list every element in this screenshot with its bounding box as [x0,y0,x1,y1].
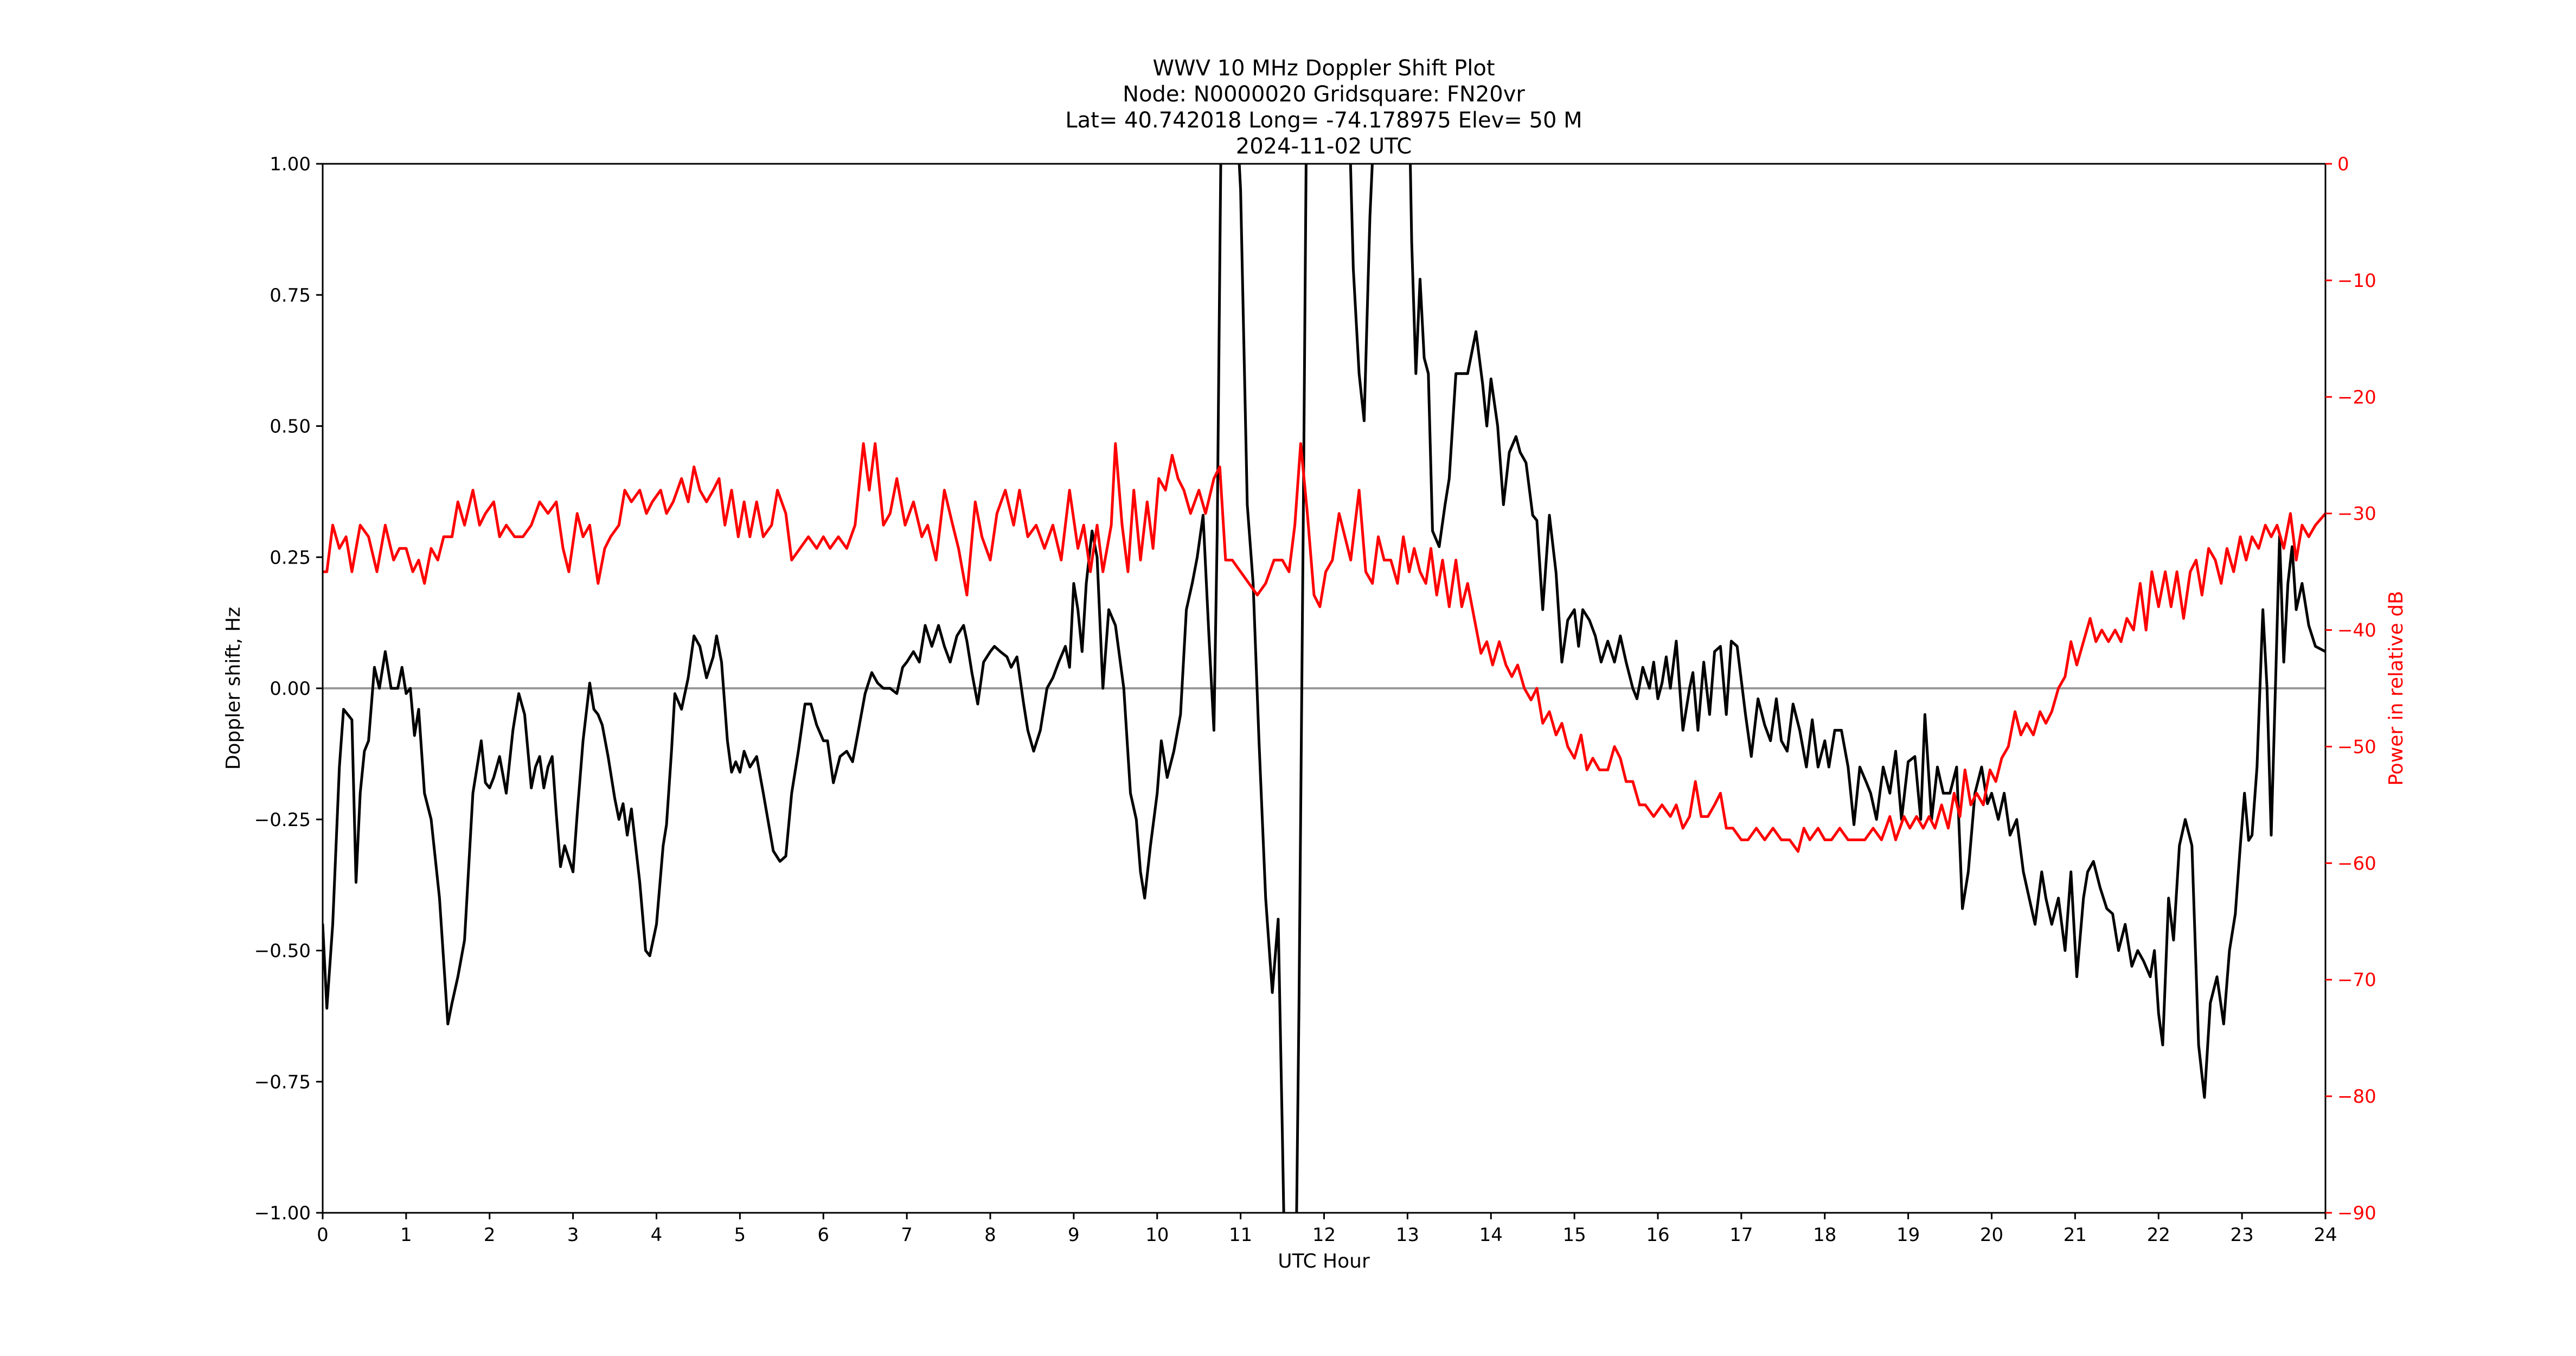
y-axis-left: 1.00 0.75 0.50 0.25 0.00 −0.25 −0.50 −0.75 −1.00 [254,153,323,1224]
title-line-3: Lat= 40.742018 Long= -74.178975 Elev= 50… [1065,108,1582,133]
y-tick-label: −0.75 [254,1071,311,1093]
x-tick-label: 13 [1396,1224,1419,1246]
x-tick-label: 8 [984,1224,996,1246]
title-line-2: Node: N0000020 Gridsquare: FN20vr [1123,82,1525,107]
chart-title: WWV 10 MHz Doppler Shift Plot Node: N000… [1065,56,1582,159]
y2-tick-label: −70 [2337,969,2376,991]
x-tick-label: 17 [1729,1224,1753,1246]
y-tick-label: −0.50 [254,941,311,962]
y2-tick-label: −10 [2337,270,2376,292]
power-series-line [323,442,2325,853]
x-tick-label: 14 [1479,1224,1503,1246]
x-tick-label: 6 [817,1224,829,1246]
y-axis-label: Doppler shift, Hz [222,607,245,770]
x-tick-label: 3 [567,1224,579,1246]
x-tick-label: 12 [1312,1224,1336,1246]
y-tick-label: 0.75 [270,285,311,306]
doppler-series-line [323,164,2325,1213]
y2-tick-label: −30 [2337,503,2376,525]
x-tick-label: 24 [2314,1224,2337,1246]
x-tick-label: 7 [901,1224,913,1246]
y2-tick-label: 0 [2337,153,2349,175]
y-tick-label: 1.00 [270,153,311,175]
y2-tick-label: −20 [2337,387,2376,408]
title-line-1: WWV 10 MHz Doppler Shift Plot [1152,56,1495,81]
title-line-4: 2024-11-02 UTC [1236,134,1412,159]
x-axis: 0 1 2 3 4 5 6 7 8 9 10 11 12 13 14 15 16 17 18 19 20 21 22 23 24 [317,1213,2337,1246]
x-tick-label: 15 [1562,1224,1586,1246]
y2-tick-label: −50 [2337,736,2376,758]
y-axis-right: 0 −10 −20 −30 −40 −50 −60 −70 −80 −90 [2325,153,2376,1224]
x-tick-label: 18 [1813,1224,1836,1246]
y2-axis-label: Power in relative dB [2385,591,2407,785]
x-tick-label: 10 [1145,1224,1169,1246]
x-tick-label: 21 [2064,1224,2087,1246]
y-tick-label: −1.00 [254,1203,311,1224]
x-tick-label: 23 [2230,1224,2253,1246]
x-tick-label: 0 [317,1224,329,1246]
x-tick-label: 9 [1068,1224,1080,1246]
x-tick-label: 16 [1646,1224,1669,1246]
x-tick-label: 20 [1980,1224,2003,1246]
x-tick-label: 11 [1229,1224,1252,1246]
y2-tick-label: −80 [2337,1086,2376,1108]
x-tick-label: 5 [734,1224,746,1246]
x-tick-label: 4 [651,1224,663,1246]
y2-tick-label: −40 [2337,620,2376,642]
y-tick-label: 0.50 [270,416,311,438]
x-tick-label: 2 [484,1224,496,1246]
x-tick-label: 1 [400,1224,412,1246]
y-tick-label: 0.25 [270,547,311,568]
x-tick-label: 19 [1896,1224,1920,1246]
y-tick-label: −0.25 [254,809,311,831]
y2-tick-label: −90 [2337,1203,2376,1224]
y-tick-label: 0.00 [270,678,311,700]
series-layer [323,164,2325,1213]
x-axis-label: UTC Hour [1278,1250,1370,1272]
y2-tick-label: −60 [2337,853,2376,874]
x-tick-label: 22 [2147,1224,2170,1246]
